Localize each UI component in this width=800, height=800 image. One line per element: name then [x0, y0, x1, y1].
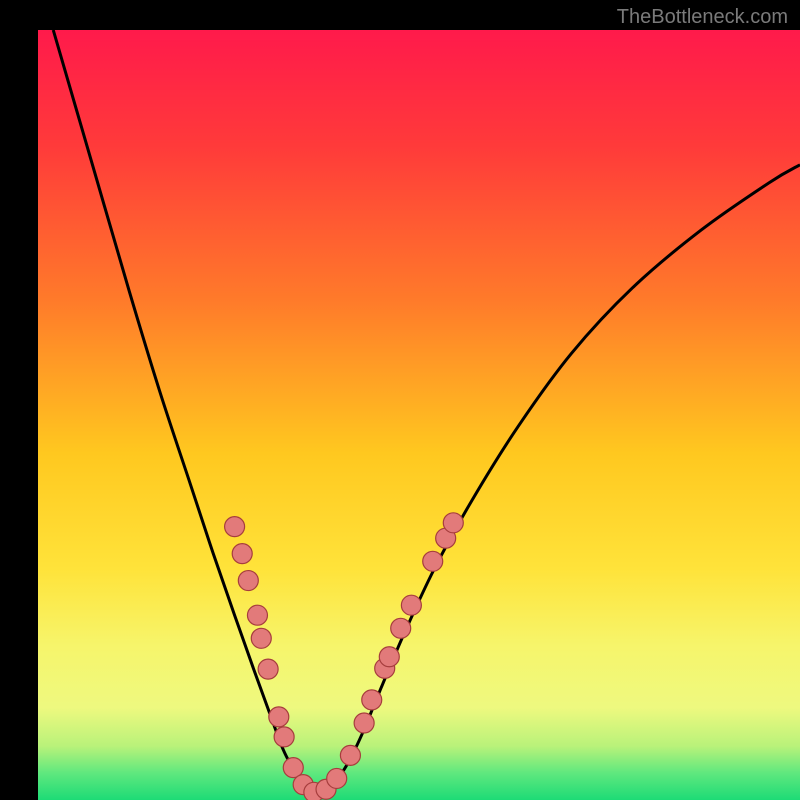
data-marker: [238, 571, 258, 591]
watermark-text: TheBottleneck.com: [617, 6, 788, 29]
data-marker: [362, 690, 382, 710]
data-marker: [340, 745, 360, 765]
data-marker: [269, 707, 289, 727]
data-marker: [247, 605, 267, 625]
data-marker: [443, 513, 463, 533]
data-marker: [274, 727, 294, 747]
data-marker: [251, 628, 271, 648]
curve-overlay: [38, 30, 800, 800]
data-marker: [327, 768, 347, 788]
data-marker: [258, 659, 278, 679]
data-marker: [379, 647, 399, 667]
data-marker: [232, 544, 252, 564]
data-marker: [225, 517, 245, 537]
data-marker: [401, 595, 421, 615]
chart-container: TheBottleneck.com: [0, 0, 800, 800]
data-marker: [423, 551, 443, 571]
plot-area: [38, 30, 800, 800]
bottleneck-curve: [53, 30, 800, 794]
data-marker: [354, 713, 374, 733]
data-marker: [391, 618, 411, 638]
